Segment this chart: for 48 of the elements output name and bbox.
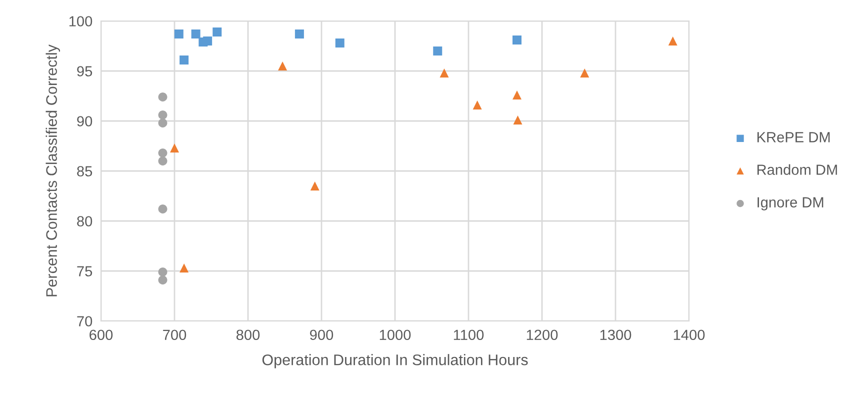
- x-tick-label: 1100: [454, 330, 484, 340]
- y-tick-label: 70: [77, 316, 92, 326]
- x-tick-label: 1200: [526, 330, 558, 340]
- x-axis-title: Operation Duration In Simulation Hours: [262, 354, 528, 368]
- y-tick-label: 75: [77, 266, 92, 276]
- point: [180, 264, 189, 272]
- point: [580, 68, 590, 78]
- point: [158, 92, 168, 102]
- point: [512, 36, 522, 44]
- x-tick-label: 1400: [674, 330, 705, 340]
- point: [158, 110, 168, 120]
- point: [158, 268, 168, 276]
- point: [278, 62, 288, 70]
- x-tick-label: 1000: [380, 330, 411, 340]
- point: [158, 204, 168, 214]
- x-tick-label: 800: [236, 330, 260, 340]
- x-tick-label: 600: [90, 330, 113, 340]
- point: [180, 56, 189, 64]
- y-tick-label: 100: [69, 16, 92, 26]
- point: [203, 36, 212, 46]
- point: [335, 38, 344, 48]
- point: [513, 116, 522, 124]
- point: [512, 90, 522, 100]
- point: [158, 148, 168, 158]
- x-tick-label: 1300: [600, 330, 632, 340]
- point: [310, 182, 320, 190]
- y-tick-label: 80: [77, 216, 92, 226]
- x-tick-label: 700: [163, 330, 186, 340]
- x-tick-label: 900: [310, 330, 334, 340]
- point: [158, 118, 168, 128]
- point: [440, 68, 449, 78]
- legend-label: Random DM: [757, 164, 837, 175]
- y-tick-label: 95: [77, 66, 92, 76]
- point: [158, 156, 168, 166]
- y-tick-label: 90: [77, 116, 92, 126]
- point: [158, 276, 168, 284]
- y-tick-label: 85: [77, 166, 92, 176]
- point: [174, 30, 184, 38]
- point: [433, 46, 442, 56]
- point: [294, 30, 304, 38]
- point: [212, 28, 222, 36]
- y-axis-title: Percent Contacts Classified Correctly: [46, 44, 60, 296]
- point: [170, 144, 179, 152]
- point: [472, 100, 482, 110]
- point: [668, 36, 678, 46]
- point: [191, 30, 200, 38]
- legend-label: KRePE DM: [757, 132, 830, 142]
- legend-label: Ignore DM: [758, 197, 824, 210]
